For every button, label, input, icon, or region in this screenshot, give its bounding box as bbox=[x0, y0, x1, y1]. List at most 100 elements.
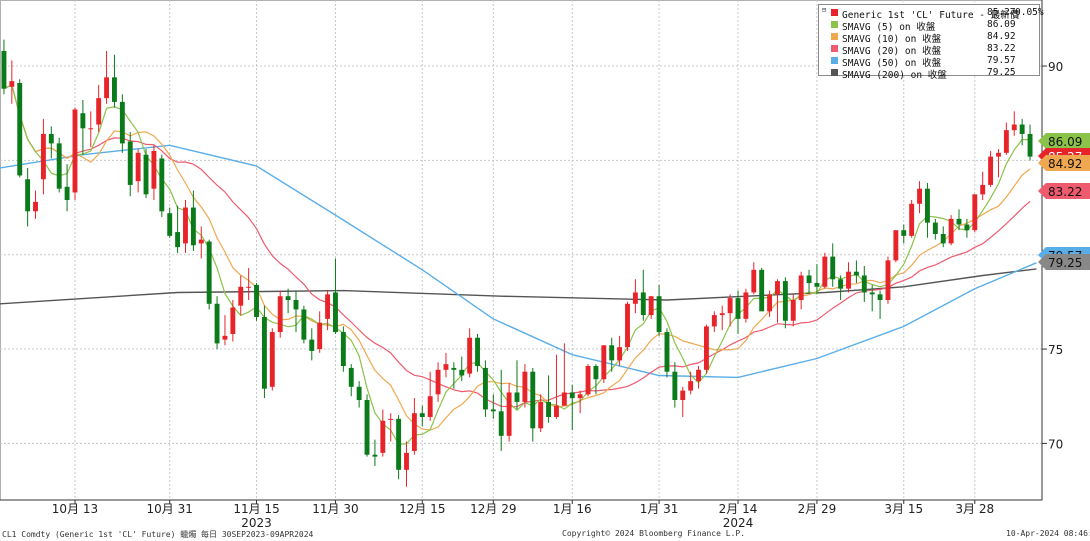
candle-body bbox=[419, 413, 425, 417]
candle-body bbox=[190, 207, 196, 246]
candle-body bbox=[877, 294, 883, 300]
candle-body bbox=[782, 281, 788, 321]
x-tick-label: 3月 28 bbox=[955, 502, 994, 516]
footer-copyright: Copyright© 2024 Bloomberg Finance L.P. bbox=[562, 529, 746, 538]
candles bbox=[1, 39, 1033, 487]
candle-body bbox=[1, 50, 7, 89]
candle-body bbox=[356, 386, 362, 400]
candle-body bbox=[577, 394, 583, 399]
x-tick-label: 10月 13 bbox=[52, 502, 98, 516]
legend-row-sma50: SMAVG (50) on 收盤 79.57 bbox=[819, 55, 1039, 69]
candle-body bbox=[830, 256, 836, 280]
tag-value: 84.92 bbox=[1048, 157, 1082, 171]
candle-body bbox=[617, 347, 623, 361]
y-tick-label: 70 bbox=[1048, 437, 1063, 451]
candle-body bbox=[246, 286, 252, 288]
legend-swatch bbox=[831, 69, 838, 76]
candle-body bbox=[159, 158, 165, 212]
sma5-line-group bbox=[3, 84, 1031, 445]
candle-body bbox=[301, 309, 307, 340]
candle-body bbox=[183, 207, 188, 244]
sma20-line-group bbox=[3, 84, 1031, 408]
candle-body bbox=[48, 133, 54, 144]
candle-body bbox=[893, 230, 899, 261]
candle-body bbox=[743, 292, 749, 319]
candle-body bbox=[940, 233, 946, 244]
legend-row-sma10: SMAVG (10) on 收盤 84.92 bbox=[819, 31, 1039, 45]
candle-body bbox=[427, 396, 433, 417]
sma20-line bbox=[3, 84, 1031, 408]
candle-body bbox=[522, 371, 528, 402]
candle-body bbox=[372, 454, 378, 457]
candle-body bbox=[88, 128, 94, 130]
legend-value: 85.27 bbox=[987, 7, 1016, 18]
candle-body bbox=[996, 152, 1001, 157]
candle-body bbox=[25, 179, 31, 212]
y-tick-label: 75 bbox=[1048, 343, 1063, 357]
y-tick-label: 90 bbox=[1048, 60, 1063, 74]
candle-body bbox=[727, 298, 733, 314]
candle-body bbox=[482, 367, 488, 410]
legend-label: SMAVG (10) on 收盤 bbox=[842, 34, 942, 45]
candle-body bbox=[317, 322, 323, 350]
candle-body bbox=[451, 367, 457, 370]
candle-body bbox=[167, 213, 173, 236]
candle-body bbox=[601, 345, 607, 380]
candle-body bbox=[40, 133, 46, 180]
candle-body bbox=[506, 392, 512, 436]
x-tick-label: 1月 31 bbox=[640, 502, 679, 516]
candle-body bbox=[293, 300, 299, 310]
candle-body bbox=[348, 367, 354, 387]
legend-row-price: Generic 1st 'CL' Future - 最新價 85.27 0.05… bbox=[819, 7, 1044, 21]
candle-body bbox=[56, 143, 62, 189]
minus-box-icon[interactable]: ⊟ bbox=[822, 6, 827, 14]
candle-body bbox=[119, 101, 125, 144]
tag-value: 86.09 bbox=[1048, 135, 1082, 149]
candle-body bbox=[585, 366, 591, 395]
legend-value: 86.09 bbox=[987, 19, 1016, 30]
candle-body bbox=[656, 296, 662, 333]
last-value-tag: 86.09 bbox=[1038, 133, 1090, 149]
candle-body bbox=[96, 98, 102, 125]
candle-body bbox=[988, 156, 994, 185]
candle-body bbox=[340, 332, 346, 367]
x-tick-label: 2月 29 bbox=[798, 502, 837, 516]
candle-body bbox=[948, 218, 954, 244]
candle-body bbox=[143, 154, 149, 195]
tag-shape bbox=[1038, 254, 1090, 270]
tag-value: 79.25 bbox=[1048, 256, 1082, 270]
sma50-line-group bbox=[0, 144, 1037, 379]
candle-body bbox=[609, 345, 615, 361]
candle-body bbox=[917, 188, 922, 204]
candle-body bbox=[64, 186, 70, 200]
candle-body bbox=[640, 292, 646, 316]
candle-body bbox=[435, 369, 441, 395]
candle-body bbox=[206, 241, 212, 304]
candle-body bbox=[17, 83, 23, 176]
candle-body bbox=[333, 292, 338, 333]
candle-body bbox=[964, 224, 970, 231]
x-tick-label: 12月 29 bbox=[470, 502, 516, 516]
footer-ticker: CL1 Comdty (Generic 1st 'CL' Future) 蠟燭 … bbox=[2, 530, 314, 539]
candle-body bbox=[104, 77, 110, 99]
candle-body bbox=[688, 381, 694, 391]
candle-body bbox=[198, 239, 204, 244]
candle-body bbox=[822, 256, 828, 287]
candle-body bbox=[490, 409, 496, 412]
candle-body bbox=[846, 271, 851, 289]
legend-swatch bbox=[831, 45, 838, 52]
last-value-tag: 79.25 bbox=[1038, 254, 1090, 270]
candle-body bbox=[80, 113, 86, 129]
candle-body bbox=[127, 141, 133, 185]
tag-value: 83.22 bbox=[1048, 185, 1082, 199]
candle-body bbox=[230, 307, 236, 334]
candle-body bbox=[853, 271, 859, 276]
candle-body bbox=[625, 303, 630, 348]
candle-body bbox=[806, 275, 812, 284]
candle-body bbox=[569, 392, 575, 399]
candle-body bbox=[530, 371, 536, 429]
legend-swatch bbox=[831, 57, 838, 64]
candle-body bbox=[33, 201, 38, 212]
candle-body bbox=[222, 335, 228, 340]
candle-body bbox=[443, 364, 449, 370]
